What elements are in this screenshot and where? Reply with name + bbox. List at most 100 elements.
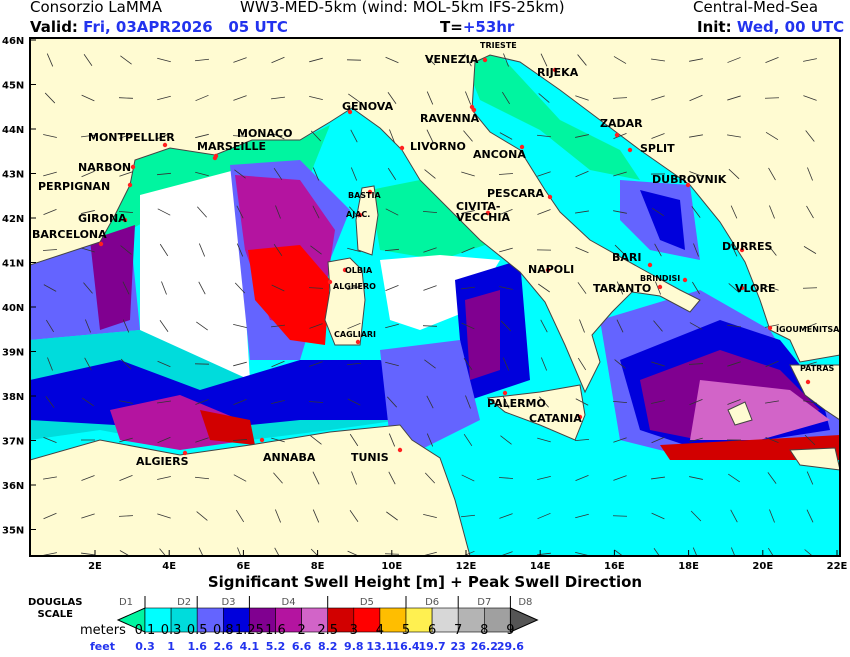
swell-direction-arrow xyxy=(196,511,208,521)
swell-direction-arrow xyxy=(312,471,320,485)
swell-direction-arrow xyxy=(386,396,398,408)
lat-label: 44N xyxy=(2,125,24,136)
city-marker xyxy=(259,437,265,443)
swell-direction-arrow xyxy=(119,171,133,177)
swell-direction-arrow xyxy=(161,281,167,295)
meters-tick: 5 xyxy=(401,623,411,638)
swell-direction-arrow xyxy=(577,54,587,66)
swell-direction-arrow xyxy=(689,398,703,406)
city-marker xyxy=(399,145,405,151)
swell-direction-arrow xyxy=(727,361,741,367)
swell-direction-arrow xyxy=(613,133,627,139)
swell-direction-arrow xyxy=(653,548,660,556)
swell-direction-arrow xyxy=(385,56,399,64)
swell-direction-arrow xyxy=(195,94,209,102)
swell-direction-arrow xyxy=(498,173,514,175)
swell-direction-arrow xyxy=(232,439,248,441)
swell-direction-arrow xyxy=(236,205,244,219)
swell-direction-arrow xyxy=(310,130,322,142)
meters-tick: 8 xyxy=(480,623,489,638)
swell-direction-arrow xyxy=(271,132,285,140)
swell-direction-arrow xyxy=(388,433,396,447)
city-marker xyxy=(162,142,168,148)
land-mass xyxy=(789,447,840,471)
swell-zone xyxy=(380,340,480,450)
lat-label: 36N xyxy=(2,481,24,492)
swell-direction-arrow xyxy=(233,95,247,101)
city-label: BASTIA xyxy=(348,191,381,200)
map-frame xyxy=(29,37,841,557)
meters-tick: 9 xyxy=(506,623,515,638)
swell-direction-arrow xyxy=(309,361,323,367)
city-marker xyxy=(122,217,128,223)
swell-direction-arrow xyxy=(422,325,438,327)
swell-direction-arrow xyxy=(84,357,92,371)
feet-tick: 9.8 xyxy=(344,640,364,653)
swell-direction-arrow xyxy=(575,210,589,214)
swell-direction-arrow xyxy=(730,205,738,219)
swell-direction-arrow xyxy=(309,323,323,329)
swell-direction-arrow xyxy=(347,285,361,291)
swell-direction-arrow xyxy=(805,130,815,142)
lon-label: 8E xyxy=(311,561,325,572)
swell-direction-arrow xyxy=(765,131,779,141)
city-marker xyxy=(357,212,363,218)
lon-label: 16E xyxy=(604,561,625,572)
city-marker xyxy=(397,447,403,453)
swell-zone xyxy=(140,170,250,380)
swell-direction-arrow xyxy=(426,129,434,143)
swell-direction-arrow xyxy=(426,433,434,447)
meters-label: meters xyxy=(80,623,126,638)
swell-direction-arrow xyxy=(349,510,359,522)
swell-direction-arrow xyxy=(310,435,322,445)
legend-swatch xyxy=(223,607,250,633)
swell-direction-arrow xyxy=(157,513,171,519)
swell-direction-arrow xyxy=(461,171,475,177)
city-marker xyxy=(502,390,508,396)
city-label: MONTPELLIER xyxy=(88,131,175,144)
swell-direction-arrow xyxy=(651,436,665,444)
swell-direction-arrow xyxy=(43,284,57,292)
city-label: MARSEILLE xyxy=(197,140,266,153)
swell-direction-arrow xyxy=(312,509,320,523)
swell-direction-arrow xyxy=(690,510,702,522)
lead-label: T= xyxy=(440,18,463,36)
swell-direction-arrow xyxy=(537,209,551,215)
swell-direction-arrow xyxy=(424,472,436,484)
douglas-label: D7 xyxy=(477,597,491,608)
feet-tick: 16.4 xyxy=(392,640,420,653)
city-label: GENOVA xyxy=(342,100,394,113)
swell-direction-arrow xyxy=(730,243,738,257)
swell-direction-arrow xyxy=(232,135,248,137)
swell-direction-arrow xyxy=(388,471,396,485)
swell-direction-arrow xyxy=(614,549,624,556)
land-mass xyxy=(30,38,840,394)
swell-direction-arrow xyxy=(613,475,627,481)
city-label: NARBON xyxy=(78,161,131,174)
swell-direction-arrow xyxy=(612,400,628,404)
swell-direction-arrow xyxy=(234,169,246,179)
feet-tick: 1.6 xyxy=(187,640,207,653)
legend-swatch xyxy=(144,607,172,633)
swell-direction-arrow xyxy=(350,167,358,181)
swell-direction-arrow xyxy=(385,361,399,367)
swell-direction-arrow xyxy=(236,243,244,257)
douglas-label: D5 xyxy=(360,597,374,608)
swell-zone xyxy=(465,290,500,380)
city-label: PERPIGNAN xyxy=(38,180,110,193)
swell-direction-arrow xyxy=(81,552,95,556)
swell-direction-arrow xyxy=(540,357,548,371)
swell-direction-arrow xyxy=(43,208,57,216)
swell-direction-arrow xyxy=(196,321,208,331)
swell-direction-arrow xyxy=(159,548,167,556)
swell-direction-arrow xyxy=(465,395,471,409)
city-marker xyxy=(471,107,477,113)
swell-direction-arrow xyxy=(118,515,134,517)
swell-direction-arrow xyxy=(195,437,209,443)
legend-swatch xyxy=(353,607,381,633)
city-label: BARI xyxy=(612,251,641,264)
feet-tick: 29.6 xyxy=(496,640,524,653)
swell-direction-arrow xyxy=(233,57,247,63)
feet-tick: 6.6 xyxy=(291,640,312,653)
legend-swatch-highest xyxy=(509,607,539,633)
